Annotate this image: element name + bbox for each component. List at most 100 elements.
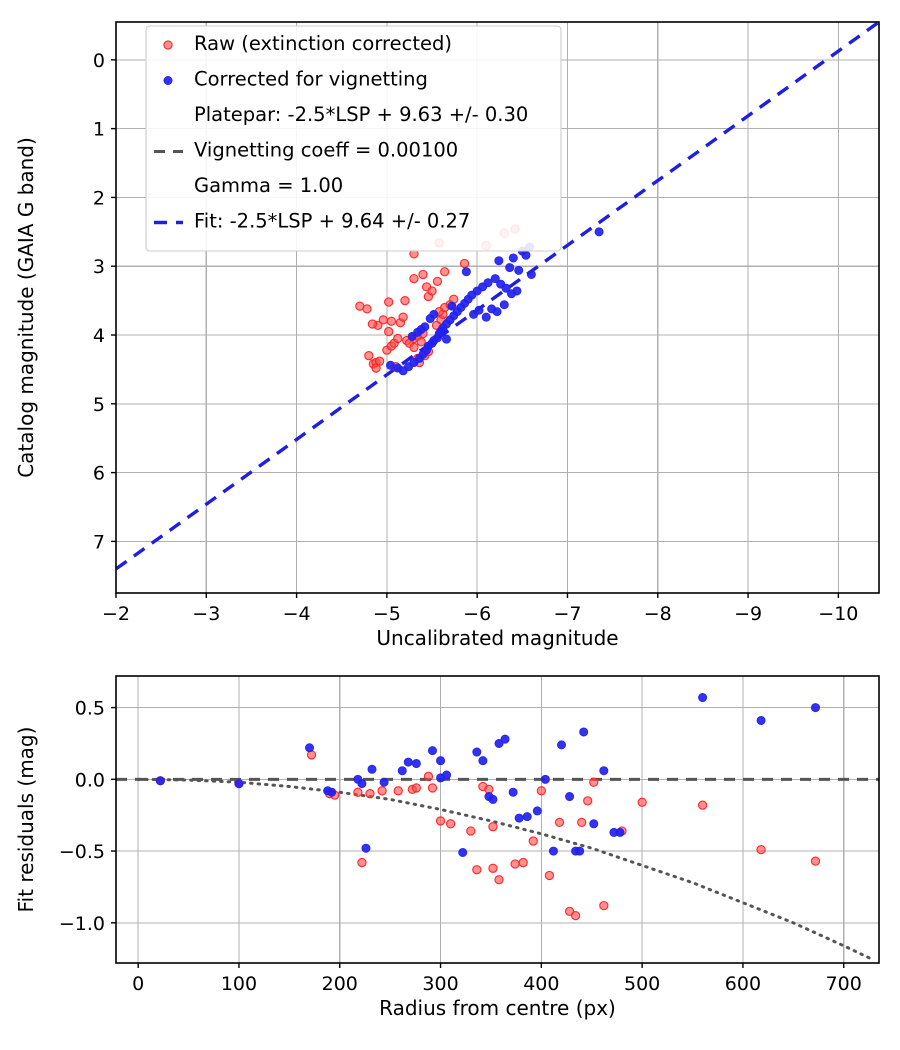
scatter-point-corrected xyxy=(512,286,522,296)
residual-point-corrected xyxy=(357,779,367,789)
y-tick-label: 3 xyxy=(93,256,105,278)
y-tick-label: −0.5 xyxy=(59,841,105,863)
residual-point-corrected xyxy=(305,743,315,753)
scatter-point-raw xyxy=(362,304,372,314)
residual-point-corrected xyxy=(488,794,498,804)
legend-entry: Raw (extinction corrected) xyxy=(163,32,452,55)
residuals-tick-marks xyxy=(111,706,845,968)
x-tick-label: −4 xyxy=(283,603,311,625)
scatter-point-raw xyxy=(416,337,426,347)
residual-point-corrected xyxy=(500,734,510,744)
residual-point-raw xyxy=(353,787,363,797)
residual-point-corrected xyxy=(579,727,589,737)
scatter-point-corrected xyxy=(514,265,524,275)
residual-point-raw xyxy=(488,863,498,873)
scatter-point-raw xyxy=(367,319,378,329)
scatter-point-corrected xyxy=(447,301,457,311)
residual-point-corrected xyxy=(540,774,550,784)
residual-point-raw xyxy=(577,817,587,828)
residual-point-raw xyxy=(423,771,434,782)
residual-point-corrected xyxy=(698,693,708,703)
y-tick-label: 7 xyxy=(93,531,105,553)
residual-point-corrected xyxy=(756,715,766,725)
legend-entry-label: Raw (extinction corrected) xyxy=(194,32,452,55)
scatter-point-raw xyxy=(384,297,394,307)
scatter-point-corrected xyxy=(481,312,491,322)
residuals-x-axis-title: Radius from centre (px) xyxy=(379,996,616,1020)
calibration-plot-panel: −2 −3 −4 −5 −6 −7 −8 −9 −10 0 1 2 3 4 5 6 7 Uncalibrated… xyxy=(14,20,880,650)
y-tick-label: 0.5 xyxy=(75,698,105,720)
residuals-gridlines xyxy=(116,676,879,963)
scatter-point-raw xyxy=(409,273,419,284)
fit-line-blue-dashed xyxy=(115,20,880,571)
residuals-vignetting-curve xyxy=(136,777,876,962)
residual-point-corrected xyxy=(442,770,452,780)
scatter-point-raw xyxy=(384,326,394,337)
legend-entry: Platepar: -2.5*LSP + 9.63 +/- 0.30 xyxy=(194,103,528,126)
calibration-tick-marks xyxy=(111,59,840,598)
y-tick-label: 6 xyxy=(93,463,105,485)
residual-point-corrected xyxy=(811,703,821,713)
residuals-axes-frame xyxy=(115,675,880,964)
y-tick-label: −1.0 xyxy=(59,913,105,935)
x-tick-label: −8 xyxy=(644,603,672,625)
residual-point-raw xyxy=(472,865,482,875)
scatter-point-raw xyxy=(364,351,374,361)
x-tick-label: −3 xyxy=(192,603,220,625)
x-tick-label: 700 xyxy=(826,973,862,995)
residual-point-raw xyxy=(554,817,565,828)
residual-point-corrected xyxy=(411,759,421,769)
residual-point-corrected xyxy=(427,746,437,756)
residual-point-raw xyxy=(810,856,821,866)
calibration-axes-frame xyxy=(115,21,880,594)
calibration-points-raw xyxy=(355,224,520,373)
residual-point-raw xyxy=(435,816,446,826)
scatter-point-corrected xyxy=(526,269,536,279)
scatter-point-raw xyxy=(386,316,397,326)
scatter-point-corrected xyxy=(483,278,493,288)
residual-point-corrected xyxy=(557,740,567,750)
scatter-point-raw xyxy=(393,333,403,344)
residual-point-raw xyxy=(445,819,456,829)
residual-point-raw xyxy=(518,857,528,868)
x-tick-label: 300 xyxy=(422,973,458,995)
scatter-point-corrected xyxy=(505,263,515,273)
x-tick-label: −7 xyxy=(553,603,581,625)
x-tick-label: −6 xyxy=(463,603,491,625)
scatter-point-corrected xyxy=(501,283,511,293)
legend-entry: Corrected for vignetting xyxy=(163,68,428,91)
residual-point-raw xyxy=(427,783,438,793)
y-tick-label: 0 xyxy=(93,50,105,72)
residual-point-raw xyxy=(697,800,708,810)
legend-entry: Gamma = 1.00 xyxy=(194,174,343,197)
residual-point-raw xyxy=(544,870,555,881)
y-tick-label: 5 xyxy=(93,394,105,416)
residual-point-corrected xyxy=(514,813,524,823)
scatter-point-corrected xyxy=(385,360,395,370)
calibration-y-axis-title: Catalog magnitude (GAIA G band) xyxy=(14,137,38,478)
scatter-point-corrected xyxy=(508,253,518,263)
residual-point-corrected xyxy=(522,812,532,822)
scatter-point-raw xyxy=(400,295,410,306)
y-tick-label: 0.0 xyxy=(75,769,105,791)
legend-entry-label: Fit: -2.5*LSP + 9.64 +/- 0.27 xyxy=(194,210,470,233)
residual-point-raw xyxy=(583,796,593,806)
legend-marker-blue-dot xyxy=(163,76,173,86)
residual-point-corrected xyxy=(155,776,165,786)
scatter-point-corrected xyxy=(441,334,451,344)
residual-point-corrected xyxy=(589,819,599,829)
scatter-point-corrected xyxy=(461,267,471,277)
residual-point-corrected xyxy=(565,792,575,802)
residual-point-raw xyxy=(570,910,581,921)
scatter-point-raw xyxy=(421,282,432,292)
x-tick-label: 600 xyxy=(725,973,761,995)
y-tick-label: 4 xyxy=(93,325,105,347)
scatter-point-raw xyxy=(459,258,470,269)
residual-point-corrected xyxy=(436,756,446,766)
legend-entry-label: Platepar: -2.5*LSP + 9.63 +/- 0.30 xyxy=(194,103,528,126)
scatter-point-corrected xyxy=(594,227,604,237)
residual-point-raw xyxy=(466,826,476,836)
residual-point-corrected xyxy=(361,843,371,853)
residuals-tick-labels: 0 100 200 300 400 500 600 700 0.5 0.0 −0.5 −1.0 xyxy=(59,698,862,995)
